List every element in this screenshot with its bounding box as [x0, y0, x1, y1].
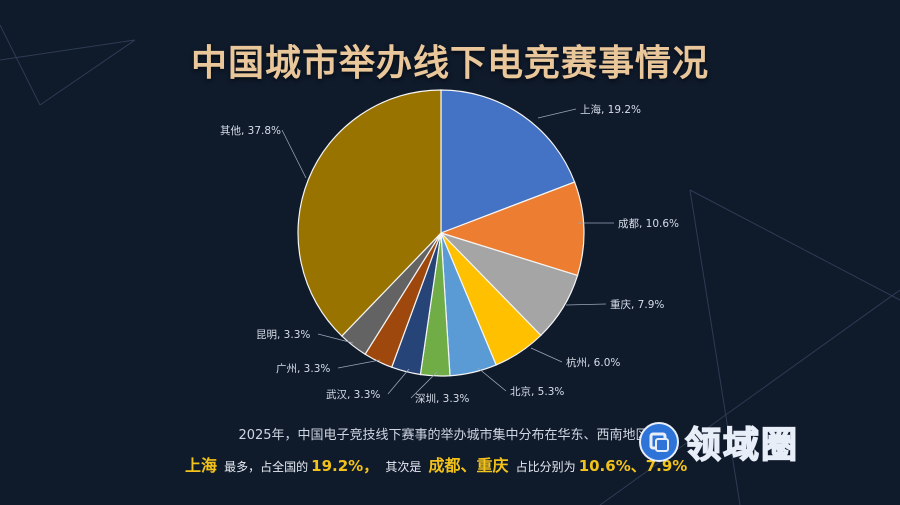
data-label-杭州: 杭州, 6.0% — [566, 356, 620, 369]
leader-line — [387, 368, 410, 395]
data-label-上海: 上海, 19.2% — [580, 103, 641, 116]
summary-pct-1: 19.2%， — [311, 457, 379, 475]
logo-icon — [639, 422, 679, 462]
pie-slice-上海 — [440, 89, 576, 234]
leader-line — [317, 333, 354, 344]
summary-text-a: 最多，占全国的 — [224, 460, 309, 474]
summary-text-c: 占比分别为 — [515, 460, 576, 474]
leader-line — [410, 371, 438, 399]
data-label-武汉: 武汉, 3.3% — [326, 388, 380, 401]
pie-slice-成都 — [439, 181, 585, 277]
watermark-logo: 领域圈 — [637, 414, 867, 470]
data-label-重庆: 重庆, 7.9% — [610, 298, 664, 311]
data-label-昆明: 昆明, 3.3% — [256, 329, 310, 341]
summary-text-b: 其次是 — [385, 460, 422, 474]
pie-slice-其他 — [297, 89, 442, 337]
leader-line — [565, 303, 607, 306]
data-label-深圳: 深圳, 3.3% — [415, 393, 469, 405]
page-title: 中国城市举办线下电竞赛事情况 — [190, 43, 709, 84]
leader-line — [281, 129, 307, 179]
data-label-其他: 其他, 37.8% — [220, 124, 281, 137]
summary-city-1: 上海 — [185, 456, 218, 475]
summary-cities-2: 成都、重庆 — [428, 456, 509, 475]
data-label-北京: 北京, 5.3% — [510, 385, 564, 398]
watermark-text: 领域圈 — [684, 424, 800, 467]
data-label-成都: 成都, 10.6% — [618, 218, 679, 230]
data-label-广州: 广州, 3.3% — [276, 363, 330, 375]
leader-line — [477, 367, 507, 392]
leader-line — [337, 359, 381, 369]
summary-line-1: 2025年，中国电子竞技线下赛事的举办城市集中分布在华东、西南地区。 — [238, 428, 662, 443]
summary-line-2: 上海 最多，占全国的 19.2%， 其次是 成都、重庆 占比分别为 10.6%、7.… — [185, 452, 725, 476]
leader-line — [537, 108, 577, 119]
leader-line — [530, 347, 563, 363]
